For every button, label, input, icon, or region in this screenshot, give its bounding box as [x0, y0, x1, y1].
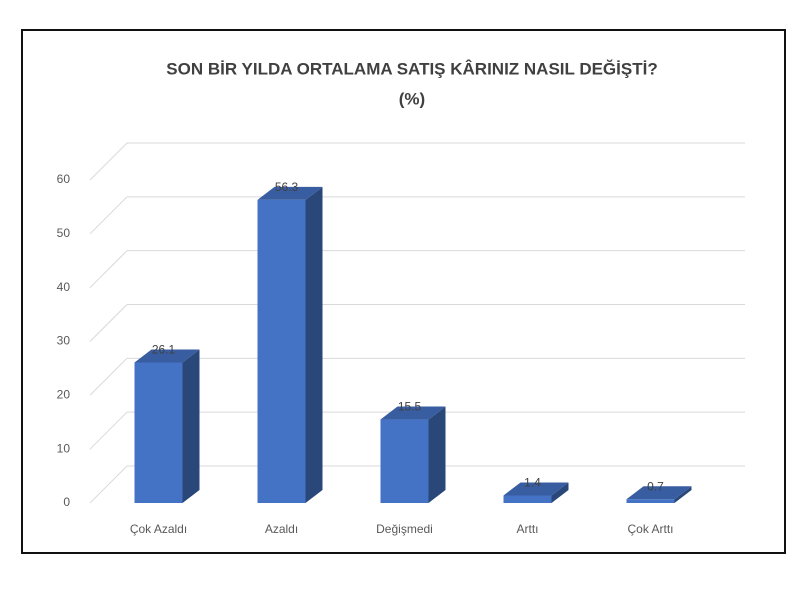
bar-side [182, 349, 200, 503]
bar-top [503, 482, 569, 496]
bar [257, 199, 306, 503]
y-tick-label: 30 [57, 334, 71, 348]
y-tick-label: 20 [57, 388, 71, 402]
bar [503, 495, 552, 503]
x-tick-label: Azaldı [265, 522, 298, 536]
grid-line [89, 357, 128, 396]
x-tick-label: Değişmedi [376, 522, 433, 536]
grid-line [89, 304, 128, 342]
y-tick-label: 60 [57, 172, 71, 186]
bar-top [380, 406, 446, 420]
chart-title: SON BİR YILDA ORTALAMA SATIŞ KÂRINIZ NAS… [166, 59, 657, 78]
data-label: 15.5 [398, 400, 422, 414]
data-label: 26.1 [152, 343, 176, 357]
y-tick-label: 50 [57, 226, 71, 240]
bar-side [674, 486, 692, 503]
bar-top [626, 486, 692, 500]
grid-line [89, 465, 128, 504]
y-tick-label: 10 [57, 441, 71, 455]
data-label: 56.3 [275, 180, 299, 194]
y-tick-label: 0 [63, 495, 70, 509]
grid-line [89, 411, 128, 450]
x-tick-label: Çok Azaldı [130, 522, 187, 536]
bar [380, 419, 429, 503]
grid-line [89, 250, 128, 289]
x-tick-label: Arttı [516, 522, 538, 536]
bar [626, 499, 675, 503]
bar-top [134, 349, 200, 363]
grid-line [89, 142, 128, 181]
data-label: 0.7 [647, 479, 664, 493]
y-tick-label: 40 [57, 280, 71, 294]
bar-side [551, 482, 569, 503]
bar-side [428, 406, 446, 503]
chart-subtitle: (%) [399, 89, 425, 108]
bar-top [257, 186, 323, 200]
grid-line [89, 196, 128, 235]
bar [134, 362, 183, 503]
x-tick-label: Çok Arttı [627, 522, 673, 536]
data-label: 1.4 [524, 476, 541, 490]
bar-side [305, 186, 323, 503]
